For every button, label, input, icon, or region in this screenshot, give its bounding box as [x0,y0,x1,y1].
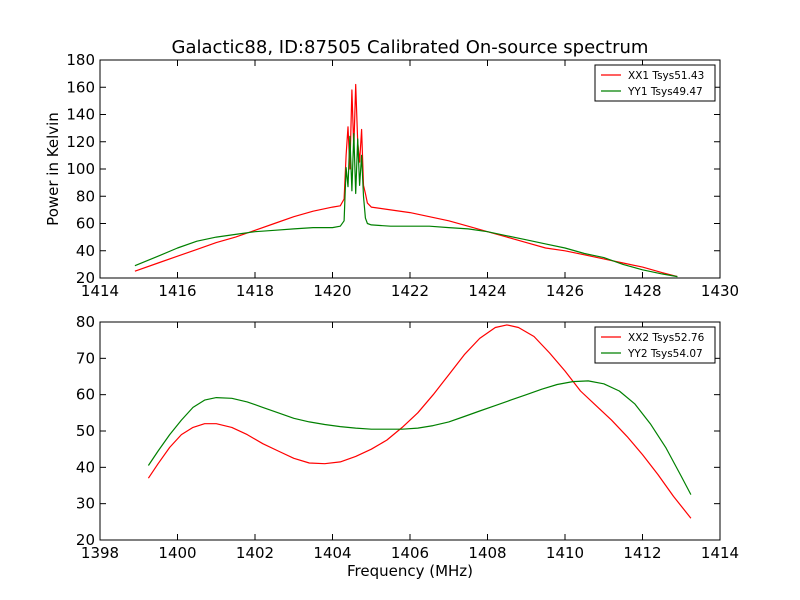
y-tick-label: 80 [76,187,95,205]
legend-entry-label: YY1 Tsys49.47 [627,86,703,98]
legend: XX1 Tsys51.43 YY1 Tsys49.47 [594,64,716,102]
series-line-xx [147,324,692,519]
legend-box [594,326,716,364]
x-tick-label: 1416 [158,282,196,300]
y-tick-label: 60 [76,386,95,404]
x-tick-label: 1402 [236,544,274,562]
legend-box [594,64,716,102]
x-axis-label: Frequency (MHz) [347,562,473,580]
y-tick-label: 40 [76,458,95,476]
x-tick-label: 1410 [546,544,584,562]
y-tick-label: 20 [76,531,95,549]
x-tick-label: 1414 [701,544,739,562]
legend-entry-label: XX2 Tsys52.76 [628,332,705,344]
y-axis-label: Power in Kelvin [44,112,62,226]
x-tick-label: 1406 [391,544,429,562]
x-tick-label: 1408 [468,544,506,562]
x-tick-label: 1404 [313,544,351,562]
x-tick-label: 1424 [468,282,506,300]
figure-title: Galactic88, ID:87505 Calibrated On-sourc… [172,37,649,58]
plot-frame [99,59,721,279]
legend: XX2 Tsys52.76 YY2 Tsys54.07 [594,326,716,364]
y-tick-label: 160 [66,78,95,96]
x-tick-label: 1428 [623,282,661,300]
y-tick-label: 100 [66,160,95,178]
series-line-yy [147,380,692,495]
x-tick-label: 1400 [158,544,196,562]
y-tick-label: 30 [76,495,95,513]
legend-entry-label: YY2 Tsys54.07 [627,348,703,360]
x-tick-label: 1414 [81,282,119,300]
x-tick-label: 1418 [236,282,274,300]
x-tick-label: 1430 [701,282,739,300]
legend-entry-label: XX1 Tsys51.43 [628,70,704,82]
plot-frame [99,321,721,541]
y-tick-label: 120 [66,133,95,151]
top-spectrum-plot: 1414 1416 1418 1420 1422 1424 1426 1428 1430 20 40… [44,51,739,300]
y-tick-label: 60 [76,215,95,233]
x-tick-label: 1420 [313,282,351,300]
bottom-spectrum-plot: 1398 1400 1402 1404 1406 1408 1410 1412 1414 20 30… [76,313,739,580]
series-line-xx [134,83,678,278]
x-tick-label: 1412 [623,544,661,562]
y-tick-label: 80 [76,313,95,331]
series-line-yy [134,133,678,278]
y-tick-label: 140 [66,106,95,124]
x-tick-label: 1398 [81,544,119,562]
y-tick-label: 50 [76,422,95,440]
y-tick-label: 20 [76,269,95,287]
y-tick-label: 180 [66,51,95,69]
x-tick-label: 1422 [391,282,429,300]
y-tick-label: 40 [76,242,95,260]
y-tick-label: 70 [76,349,95,367]
x-tick-label: 1426 [546,282,584,300]
